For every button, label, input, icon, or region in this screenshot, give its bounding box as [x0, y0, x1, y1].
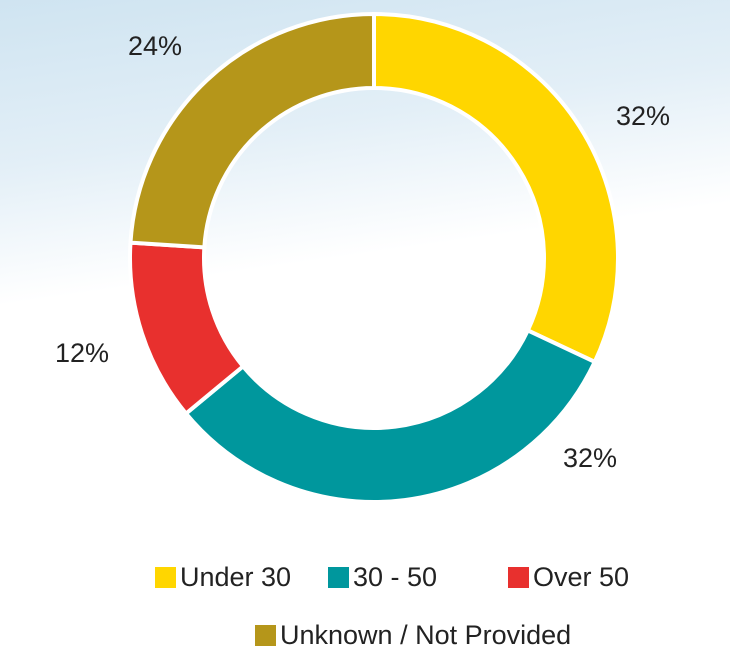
- legend-swatch: [155, 567, 176, 588]
- donut-slice: [128, 11, 376, 250]
- donut-slice: [183, 327, 598, 504]
- legend-label: Under 30: [180, 562, 291, 592]
- data-label: 24%: [128, 31, 182, 61]
- legend-label: Over 50: [533, 562, 629, 592]
- legend-swatch: [255, 625, 276, 646]
- data-label: 32%: [616, 101, 670, 131]
- data-label: 12%: [55, 338, 109, 368]
- legend-swatch: [328, 567, 349, 588]
- donut-slice: [372, 11, 620, 365]
- data-label: 32%: [563, 443, 617, 473]
- legend-swatch: [508, 567, 529, 588]
- legend-label: 30 - 50: [353, 562, 437, 592]
- legend-label: Unknown / Not Provided: [280, 620, 571, 650]
